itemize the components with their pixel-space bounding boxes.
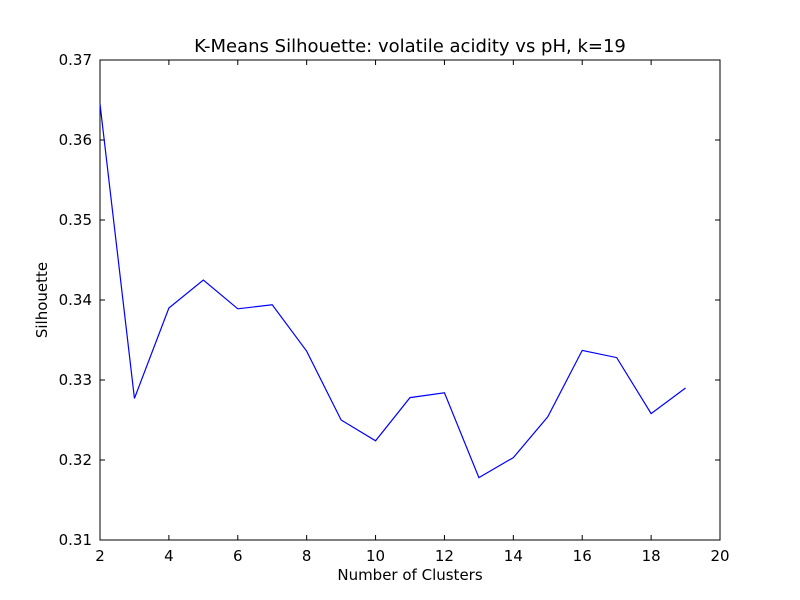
x-tick-label: 14 xyxy=(504,547,523,565)
x-tick-label: 10 xyxy=(366,547,385,565)
y-tick-label: 0.34 xyxy=(59,291,92,309)
x-tick-label: 20 xyxy=(710,547,729,565)
x-tick-label: 4 xyxy=(164,547,174,565)
y-tick-label: 0.36 xyxy=(59,131,92,149)
series-layer xyxy=(99,103,686,479)
x-tick-label: 2 xyxy=(95,547,105,565)
x-tick-label: 8 xyxy=(302,547,312,565)
x-axis-label: Number of Clusters xyxy=(337,566,482,584)
chart-title: K-Means Silhouette: volatile acidity vs … xyxy=(194,36,626,57)
x-tick-label: 6 xyxy=(233,547,243,565)
y-tick-label: 0.35 xyxy=(59,211,92,229)
y-axis-label: Silhouette xyxy=(33,262,51,338)
x-tick-label: 16 xyxy=(573,547,592,565)
x-tick-label: 12 xyxy=(435,547,454,565)
y-tick-label: 0.33 xyxy=(59,371,92,389)
plot-frame xyxy=(99,59,721,541)
y-tick-label: 0.32 xyxy=(59,451,92,469)
series-line xyxy=(99,103,686,479)
y-axis: 0.31 0.32 0.33 0.34 0.35 0.36 0.37 xyxy=(59,51,720,549)
x-axis: 2 4 6 8 10 12 14 16 18 20 xyxy=(95,60,730,565)
x-tick-label: 18 xyxy=(642,547,661,565)
y-tick-label: 0.31 xyxy=(59,531,92,549)
y-tick-label: 0.37 xyxy=(59,51,92,69)
